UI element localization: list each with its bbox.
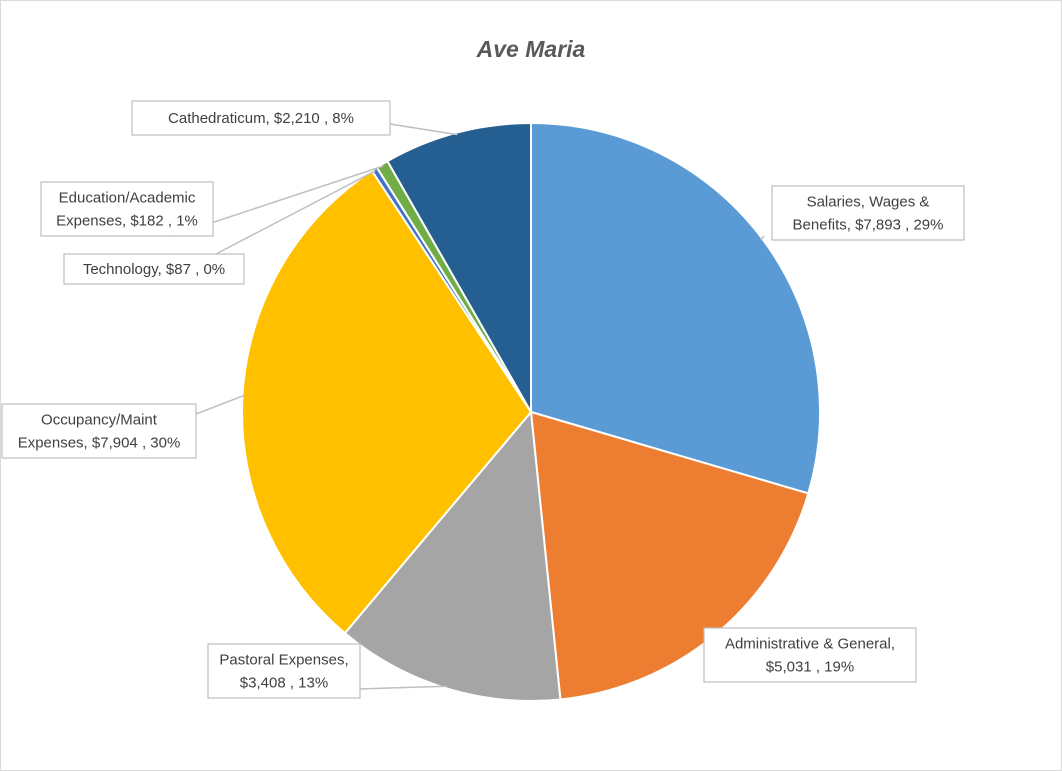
data-label-box bbox=[131, 100, 391, 136]
data-label: Salaries, Wages & Benefits, $7,893 , 29% bbox=[771, 185, 965, 241]
data-label-text: $5,031 , 19% bbox=[766, 659, 854, 676]
data-label: Education/Academic Expenses, $182 , 1% bbox=[40, 181, 214, 237]
data-label-text: Technology, $87 , 0% bbox=[83, 261, 225, 278]
data-label-text: Salaries, Wages & bbox=[807, 194, 930, 211]
data-label: Cathedraticum, $2,210 , 8% bbox=[131, 100, 391, 136]
data-label-box bbox=[1, 403, 197, 459]
data-label-box bbox=[40, 181, 214, 237]
data-label-box bbox=[207, 643, 361, 699]
data-label-text: $3,408 , 13% bbox=[240, 675, 328, 692]
leader-line bbox=[357, 685, 447, 690]
leader-line bbox=[389, 123, 458, 136]
data-label: Administrative & General, $5,031 , 19% bbox=[703, 627, 917, 683]
data-label-text: Administrative & General, bbox=[725, 636, 895, 653]
data-label-text: Cathedraticum, $2,210 , 8% bbox=[168, 110, 354, 127]
data-label-text: Benefits, $7,893 , 29% bbox=[793, 217, 944, 234]
data-label: Occupancy/Maint Expenses, $7,904 , 30% bbox=[1, 403, 197, 459]
data-label: Pastoral Expenses, $3,408 , 13% bbox=[207, 643, 361, 699]
pie-slice-pastoral-expenses bbox=[343, 409, 562, 702]
data-label-text: Pastoral Expenses, bbox=[219, 652, 348, 669]
data-label-box bbox=[703, 627, 917, 683]
pie-slice-cathedraticum bbox=[386, 121, 532, 416]
data-label-box bbox=[63, 253, 245, 285]
leader-line bbox=[195, 394, 245, 415]
pie-slice-occupancy-maint-expenses bbox=[241, 169, 533, 635]
data-label: Technology, $87 , 0% bbox=[63, 253, 245, 285]
data-label-text: Expenses, $182 , 1% bbox=[56, 213, 198, 230]
data-label-text: Occupancy/Maint bbox=[41, 412, 158, 429]
data-label-box bbox=[771, 185, 965, 241]
data-label-text: Expenses, $7,904 , 30% bbox=[18, 435, 181, 452]
leader-line bbox=[215, 170, 376, 255]
data-label-text: Education/Academic bbox=[59, 190, 196, 207]
leader-line bbox=[760, 235, 765, 241]
chart-title: Ave Maria bbox=[476, 36, 586, 62]
